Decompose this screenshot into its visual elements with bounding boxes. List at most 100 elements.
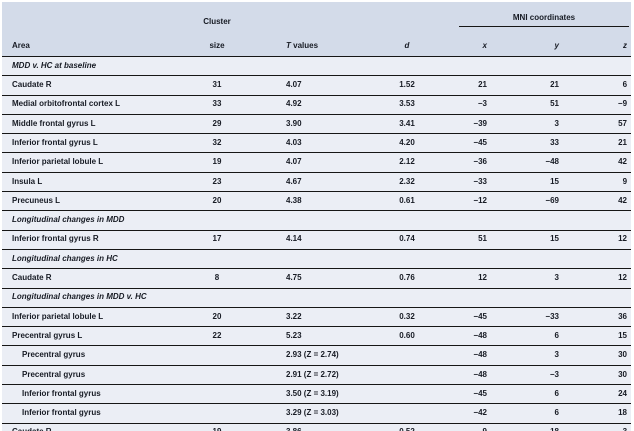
- cell-area: Precentral gyrus L: [2, 326, 182, 346]
- cell-t-value: 4.67: [252, 172, 367, 192]
- cell-d: 3.53: [367, 95, 447, 115]
- cell-y: 3: [509, 268, 571, 289]
- cell-z: 12: [571, 230, 632, 250]
- cell-z: 42: [571, 152, 632, 173]
- cell-area: Inferior frontal gyrus: [2, 403, 182, 424]
- cell-t-value: 3.90: [252, 114, 367, 134]
- header-x: x: [447, 29, 509, 57]
- cell-cluster-size: 31: [182, 75, 252, 96]
- cell-t-value: 4.75: [252, 268, 367, 289]
- header-spacer: [252, 2, 367, 29]
- cell-y: −69: [509, 191, 571, 211]
- cell-d: 2.32: [367, 172, 447, 192]
- table-row: Caudate R 8 4.75 0.76 12 3 12: [2, 268, 632, 289]
- section-label: Longitudinal changes in HC: [2, 249, 632, 269]
- cell-z: 9: [571, 172, 632, 192]
- cell-d: [367, 384, 447, 404]
- cell-d: [367, 365, 447, 385]
- cell-cluster-size: 8: [182, 268, 252, 289]
- cell-area: Insula L: [2, 172, 182, 192]
- cell-cluster-size: 19: [182, 423, 252, 431]
- cell-t-value: 3.22: [252, 307, 367, 327]
- cell-x: −48: [447, 326, 509, 346]
- header-cluster-line1: Cluster: [182, 2, 252, 29]
- cell-y: 6: [509, 403, 571, 424]
- cell-d: 2.12: [367, 152, 447, 173]
- mni-group-label: MNI coordinates: [459, 13, 630, 27]
- cell-x: −45: [447, 307, 509, 327]
- cell-area: Caudate R: [2, 268, 182, 289]
- cell-y: 51: [509, 95, 571, 115]
- cell-t-value: 3.50 (Z = 3.19): [252, 384, 367, 404]
- cell-d: 0.76: [367, 268, 447, 289]
- table-row: Insula L 23 4.67 2.32 −33 15 9: [2, 172, 632, 192]
- cell-d: 0.61: [367, 191, 447, 211]
- cell-y: 3: [509, 114, 571, 134]
- cell-t-value: 2.91 (Z = 2.72): [252, 365, 367, 385]
- cell-z: 6: [571, 75, 632, 96]
- cell-z: 30: [571, 345, 632, 366]
- cell-t-value: 3.29 (Z = 3.03): [252, 403, 367, 424]
- cell-x: −39: [447, 114, 509, 134]
- table-row: Inferior parietal lobule L 20 3.22 0.32 …: [2, 307, 632, 327]
- cell-t-value: 4.03: [252, 133, 367, 153]
- cell-cluster-size: 20: [182, 191, 252, 211]
- cell-cluster-size: 23: [182, 172, 252, 192]
- cell-area: Inferior frontal gyrus: [2, 384, 182, 404]
- cell-y: −48: [509, 152, 571, 173]
- cell-t-value: 4.07: [252, 152, 367, 173]
- table-row: Middle frontal gyrus L 29 3.90 3.41 −39 …: [2, 114, 632, 134]
- cell-z: 15: [571, 326, 632, 346]
- cell-d: 0.52: [367, 423, 447, 431]
- cell-z: 3: [571, 423, 632, 431]
- cell-t-value: 4.14: [252, 230, 367, 250]
- cell-z: 12: [571, 268, 632, 289]
- cell-x: −42: [447, 403, 509, 424]
- cell-cluster-size: 33: [182, 95, 252, 115]
- cell-x: −48: [447, 345, 509, 366]
- table-row: Precentral gyrus 2.93 (Z = 2.74) −48 3 3…: [2, 345, 632, 366]
- header-z: z: [571, 29, 632, 57]
- cell-z: 21: [571, 133, 632, 153]
- cell-area: Precuneus L: [2, 191, 182, 211]
- cell-area: Inferior frontal gyrus R: [2, 230, 182, 250]
- cell-cluster-size: 32: [182, 133, 252, 153]
- table-row: Inferior frontal gyrus R 17 4.14 0.74 51…: [2, 230, 632, 250]
- cell-d: 4.20: [367, 133, 447, 153]
- cell-area: Caudate R: [2, 423, 182, 431]
- cell-d: 1.52: [367, 75, 447, 96]
- cell-cluster-size: 20: [182, 307, 252, 327]
- cell-x: 9: [447, 423, 509, 431]
- cell-area: Middle frontal gyrus L: [2, 114, 182, 134]
- cell-x: −45: [447, 133, 509, 153]
- cell-d: 0.60: [367, 326, 447, 346]
- table-header: Cluster MNI coordinates Area size T valu…: [2, 2, 632, 57]
- cell-x: −36: [447, 152, 509, 173]
- cell-area: Inferior parietal lobule L: [2, 307, 182, 327]
- header-mni-group: MNI coordinates: [447, 2, 632, 29]
- cell-t-value: 4.38: [252, 191, 367, 211]
- cell-y: −33: [509, 307, 571, 327]
- cell-t-value: 5.23: [252, 326, 367, 346]
- cell-cluster-size: 19: [182, 152, 252, 173]
- cell-cluster-size: 17: [182, 230, 252, 250]
- section-row: MDD v. HC at baseline: [2, 56, 632, 76]
- cell-y: 21: [509, 75, 571, 96]
- cell-area: Precentral gyrus: [2, 365, 182, 385]
- table-row: Inferior frontal gyrus L 32 4.03 4.20 −4…: [2, 133, 632, 153]
- header-t-values: T values: [252, 29, 367, 57]
- cell-x: −48: [447, 365, 509, 385]
- cell-z: 24: [571, 384, 632, 404]
- cell-y: 15: [509, 230, 571, 250]
- table-row: Medial orbitofrontal cortex L 33 4.92 3.…: [2, 95, 632, 115]
- cell-area: Inferior parietal lobule L: [2, 152, 182, 173]
- header-d: d: [367, 29, 447, 57]
- cell-y: 6: [509, 326, 571, 346]
- cell-d: 0.74: [367, 230, 447, 250]
- cell-d: [367, 403, 447, 424]
- cell-y: 6: [509, 384, 571, 404]
- cell-cluster-size: [182, 384, 252, 404]
- cell-cluster-size: [182, 365, 252, 385]
- cell-y: 3: [509, 345, 571, 366]
- cell-t-value: 3.86: [252, 423, 367, 431]
